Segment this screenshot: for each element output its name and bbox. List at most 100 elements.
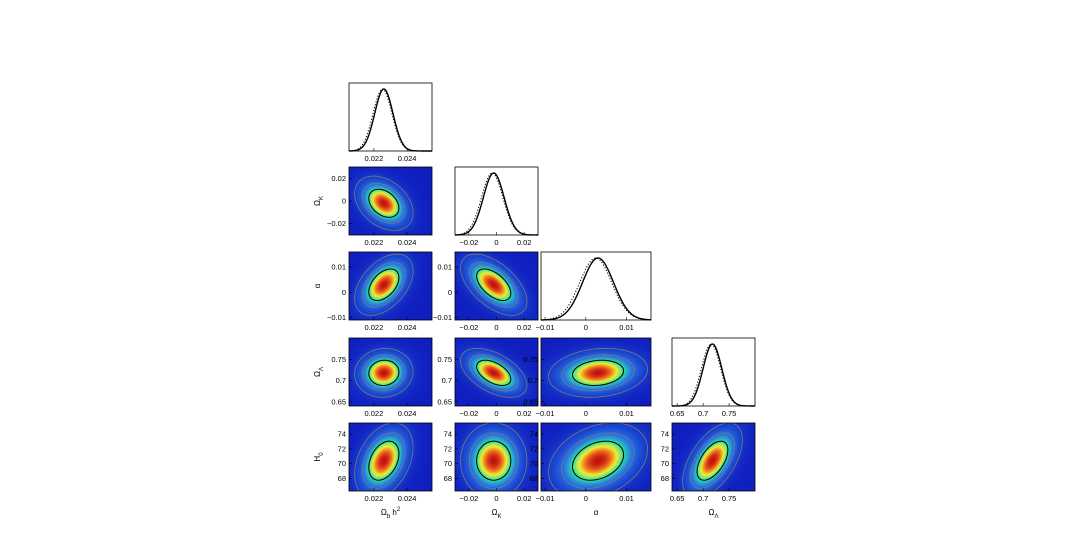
y-axis-label-4: H0 xyxy=(313,452,325,462)
x-tick-label: −0.02 xyxy=(459,238,478,247)
panel-bg xyxy=(541,252,651,320)
param-symbol: Ω xyxy=(709,508,715,517)
y-tick-label: 70 xyxy=(530,459,538,468)
contour-outer-2 xyxy=(361,182,406,224)
contour-outer xyxy=(460,347,528,398)
panel-bg xyxy=(349,83,432,151)
marginal-solid-curve xyxy=(672,343,755,407)
contour-outer xyxy=(460,253,528,316)
density-map xyxy=(541,338,651,406)
param-subscript: b xyxy=(387,514,391,520)
x-tick-label: −0.01 xyxy=(536,409,555,418)
contour-outer-2 xyxy=(561,432,635,489)
density-map xyxy=(455,252,538,320)
x-axis-label-1: ΩK xyxy=(492,508,502,520)
x-tick-label: 0.024 xyxy=(398,238,417,247)
panel-frame xyxy=(348,82,433,152)
contour-outer xyxy=(548,423,648,491)
y-tick-label: 74 xyxy=(661,430,669,439)
contour-outer xyxy=(354,175,414,231)
y-tick-label: 70 xyxy=(661,459,669,468)
joint-panel-2-0: 0.022 0.024 −0.01 0 0.01 xyxy=(327,251,433,332)
param-subscript: K xyxy=(319,196,325,200)
y-tick-label: 68 xyxy=(530,474,538,483)
contour-inner xyxy=(368,268,400,302)
y-tick-label: 68 xyxy=(661,474,669,483)
y-tick-label: 0.7 xyxy=(442,376,452,385)
joint-panel-2-1: −0.02 0 0.02 −0.01 0 0.01 xyxy=(433,251,539,332)
contour-inner xyxy=(476,268,512,302)
contour-outer-2 xyxy=(690,432,735,489)
density-map xyxy=(349,167,432,235)
y-tick-label: 0.75 xyxy=(437,355,452,364)
contour-inner xyxy=(571,440,625,481)
x-tick-label: 0.022 xyxy=(365,323,384,332)
x-tick-label: 0 xyxy=(584,494,588,503)
x-axis-label-3: ΩΛ xyxy=(709,508,719,520)
x-tick-label: 0 xyxy=(494,409,498,418)
y-tick-label: 0.75 xyxy=(331,355,346,364)
y-tick-label: 0 xyxy=(342,288,346,297)
panel-frame xyxy=(540,251,652,321)
contour-outer xyxy=(354,253,414,316)
x-tick-label: 0.7 xyxy=(698,409,708,418)
y-tick-label: 72 xyxy=(444,444,452,453)
x-tick-label: 0.024 xyxy=(398,323,417,332)
x-tick-label: −0.01 xyxy=(536,323,555,332)
panel-bg xyxy=(455,167,538,235)
x-tick-label: 0.01 xyxy=(619,409,634,418)
marginal-panel-1: −0.02 0 0.02 xyxy=(454,166,539,247)
y-tick-label: −0.02 xyxy=(327,219,346,228)
y-tick-label: 74 xyxy=(444,430,452,439)
x-tick-label: 0 xyxy=(494,494,498,503)
y-tick-label: 0.01 xyxy=(437,263,452,272)
joint-panel-4-2: −0.01 0 0.01 68 70 72 74 xyxy=(530,422,652,503)
x-tick-label: 0.02 xyxy=(517,323,532,332)
contour-outer-2 xyxy=(561,354,635,392)
x-tick-label: 0.022 xyxy=(365,238,384,247)
x-tick-label: 0.01 xyxy=(619,323,634,332)
param-symbol: α xyxy=(313,283,322,288)
joint-panel-4-3: 0.65 0.7 0.75 68 70 72 74 xyxy=(661,422,756,503)
panel-frame xyxy=(348,337,433,407)
param-symbol: Ω xyxy=(381,508,387,517)
y-tick-label: 74 xyxy=(530,430,538,439)
contour-inner xyxy=(368,188,400,218)
x-tick-label: −0.01 xyxy=(536,494,555,503)
param-symbol: Ω xyxy=(313,371,322,377)
joint-panel-3-0: 0.022 0.024 0.65 0.7 0.75 xyxy=(331,337,433,418)
panel-frame xyxy=(348,251,433,321)
marginal-dotted-curve xyxy=(454,172,538,236)
x-tick-label: −0.02 xyxy=(459,323,478,332)
y-tick-label: 70 xyxy=(338,459,346,468)
y-tick-label: 72 xyxy=(661,444,669,453)
contour-outer xyxy=(682,423,743,491)
joint-panel-1-0: 0.022 0.024 −0.02 0 0.02 xyxy=(327,166,433,247)
x-tick-label: 0.022 xyxy=(365,409,384,418)
contour-outer xyxy=(548,347,648,398)
x-tick-label: 0.02 xyxy=(517,494,532,503)
density-map xyxy=(455,338,538,406)
contour-outer-2 xyxy=(468,432,519,489)
joint-panel-4-1: −0.02 0 0.02 68 70 72 74 xyxy=(444,422,539,503)
contour-outer xyxy=(354,423,414,491)
param-symbol: α xyxy=(594,508,599,517)
panel-frame xyxy=(540,422,652,492)
x-tick-label: 0.02 xyxy=(517,238,532,247)
y-tick-label: 72 xyxy=(530,444,538,453)
x-tick-label: 0.022 xyxy=(365,494,384,503)
y-tick-label: 0.65 xyxy=(331,397,346,406)
density-map xyxy=(349,423,432,491)
param-symbol: H xyxy=(313,456,322,462)
contour-inner xyxy=(476,359,512,386)
param-superscript: 2 xyxy=(397,507,401,513)
marginal-panel-0: 0.022 0.024 xyxy=(348,82,433,163)
contour-inner xyxy=(476,440,512,481)
param-subscript: Λ xyxy=(714,514,718,520)
x-tick-label: 0 xyxy=(584,323,588,332)
contour-inner xyxy=(368,440,400,481)
panel-bg xyxy=(672,338,755,406)
contour-inner xyxy=(368,359,400,386)
joint-panel-4-0: 0.022 0.024 68 70 72 74 xyxy=(338,422,433,503)
